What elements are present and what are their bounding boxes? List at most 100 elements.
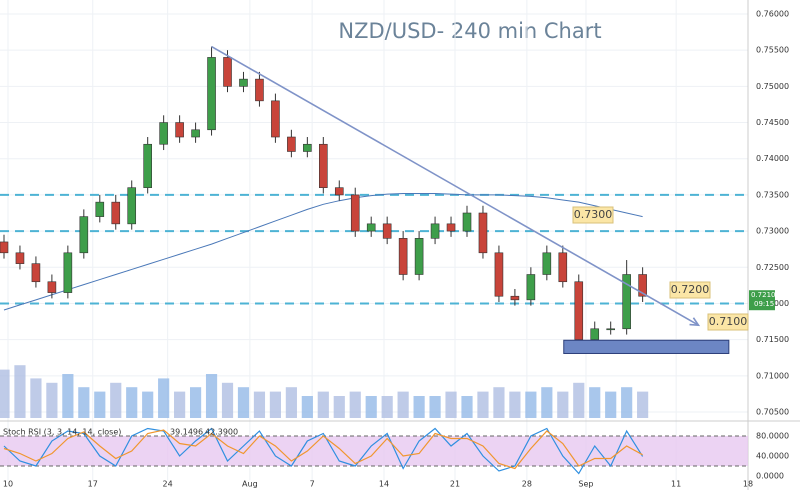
level-label-box <box>669 281 711 299</box>
candle-body <box>590 328 600 340</box>
candle-body <box>334 187 344 196</box>
candle-body <box>494 252 504 297</box>
volume-bar <box>237 387 250 418</box>
candle-body <box>542 252 552 275</box>
x-tick-label: 21 <box>450 480 460 489</box>
candle-body <box>223 57 232 87</box>
candle-body <box>47 281 57 293</box>
stoch-line <box>3 427 644 475</box>
volume-bar <box>78 387 90 418</box>
support-zone <box>563 339 730 354</box>
candle-body <box>398 238 408 275</box>
x-tick-label: 28 <box>522 480 532 489</box>
x-tick-label: 10 <box>3 480 13 489</box>
chart-title: NZD/USD- 240 min Chart <box>338 19 601 43</box>
candle-body <box>430 223 440 239</box>
volume-bar <box>509 391 521 418</box>
volume-bar <box>110 382 122 418</box>
x-tick-label: 7 <box>310 480 315 489</box>
candle-body <box>303 143 312 152</box>
time-left-label: 09:15 <box>754 300 774 308</box>
candle-body <box>95 201 105 217</box>
y-tick-label: 0.76000 <box>756 10 789 19</box>
y-tick-label: 0.74000 <box>756 154 789 163</box>
x-tick-label: 14 <box>379 480 389 489</box>
volume-bar <box>525 391 537 418</box>
volume-bar <box>429 396 441 418</box>
volume-bar <box>349 391 361 418</box>
stoch-band <box>0 436 748 466</box>
candle-body <box>111 201 121 225</box>
candle-body <box>366 223 376 232</box>
y-tick-label: 0.71000 <box>756 371 789 380</box>
candle-body <box>574 281 584 340</box>
volume-bar <box>30 378 42 418</box>
volume-bar <box>445 391 457 418</box>
y-tick-label: 0.75500 <box>756 46 789 55</box>
x-tick-label: 17 <box>88 480 98 489</box>
candle-body <box>239 78 248 87</box>
trendline-arrow <box>689 317 701 327</box>
stoch-tick-label: 0.0000 <box>756 472 784 481</box>
candle-body <box>271 100 280 138</box>
volume-bar <box>14 365 26 418</box>
volume-bar <box>285 387 297 418</box>
y-tick-label: 0.70500 <box>756 408 789 417</box>
volume-bar <box>333 396 345 418</box>
candle-body <box>255 78 264 102</box>
volume-bar <box>573 382 585 418</box>
stoch-value: 42.3900 <box>205 428 238 437</box>
candle-body <box>382 223 392 239</box>
stoch-tick-label: 80.0000 <box>756 432 789 441</box>
candle-body <box>79 216 89 254</box>
volume-bar <box>637 391 649 418</box>
volume-bar <box>413 396 425 418</box>
volume-bar <box>477 391 489 418</box>
candle-body <box>159 122 168 145</box>
candle-body <box>622 274 631 330</box>
candle-body <box>446 223 456 232</box>
volume-bar <box>94 391 106 418</box>
x-tick-label: 24 <box>163 480 173 489</box>
volume-bar <box>365 396 377 418</box>
candle-body <box>143 143 152 188</box>
volume-bar <box>205 374 218 418</box>
volume-bar <box>189 387 202 418</box>
candle-body <box>526 274 536 301</box>
last-price-box <box>749 290 775 311</box>
candle-body <box>478 212 488 254</box>
volume-bar <box>557 391 569 418</box>
moving-average <box>3 192 643 311</box>
y-tick-label: 0.71500 <box>756 335 789 344</box>
candle-body <box>350 194 360 232</box>
volume-bar <box>62 374 74 418</box>
stoch-title: Stoch RSI (3, 3, 14, 14, close) <box>3 428 121 437</box>
volume-bar <box>174 391 186 418</box>
candle-body <box>31 263 41 283</box>
level-label: 0.7200 <box>671 283 710 296</box>
stoch-line <box>3 429 643 470</box>
trendline <box>211 45 699 326</box>
volume-bar <box>46 382 58 418</box>
volume-bar <box>541 387 553 418</box>
volume-bar <box>397 391 409 418</box>
candle-body <box>414 238 424 275</box>
candle-body <box>510 295 520 301</box>
volume-bar <box>381 396 393 418</box>
candle-body <box>606 328 615 331</box>
level-label-box <box>572 206 614 224</box>
candle-body <box>558 252 568 283</box>
x-tick-label: Aug <box>242 480 258 489</box>
level-label: 0.7300 <box>574 208 613 221</box>
volume-bar <box>221 382 234 418</box>
stoch-tick-label: 40.0000 <box>756 452 789 461</box>
candle-body <box>287 136 296 152</box>
volume-bar <box>126 387 138 418</box>
level-label: 0.7100 <box>709 315 748 328</box>
volume-bar <box>253 391 266 418</box>
candle-body <box>0 241 9 254</box>
volume-bar <box>317 391 329 418</box>
volume-bar <box>589 387 601 418</box>
volume-bar <box>269 391 281 418</box>
